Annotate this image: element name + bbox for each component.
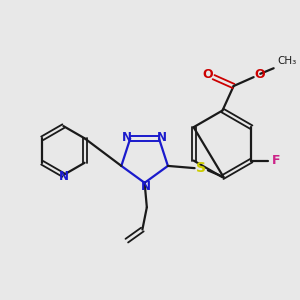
Text: F: F — [272, 154, 280, 167]
Text: N: N — [58, 169, 68, 183]
Text: N: N — [157, 131, 167, 144]
Text: N: N — [122, 131, 132, 144]
Text: O: O — [254, 68, 265, 81]
Text: CH₃: CH₃ — [277, 56, 296, 66]
Text: N: N — [141, 180, 151, 193]
Text: S: S — [196, 161, 206, 175]
Text: O: O — [203, 68, 213, 81]
